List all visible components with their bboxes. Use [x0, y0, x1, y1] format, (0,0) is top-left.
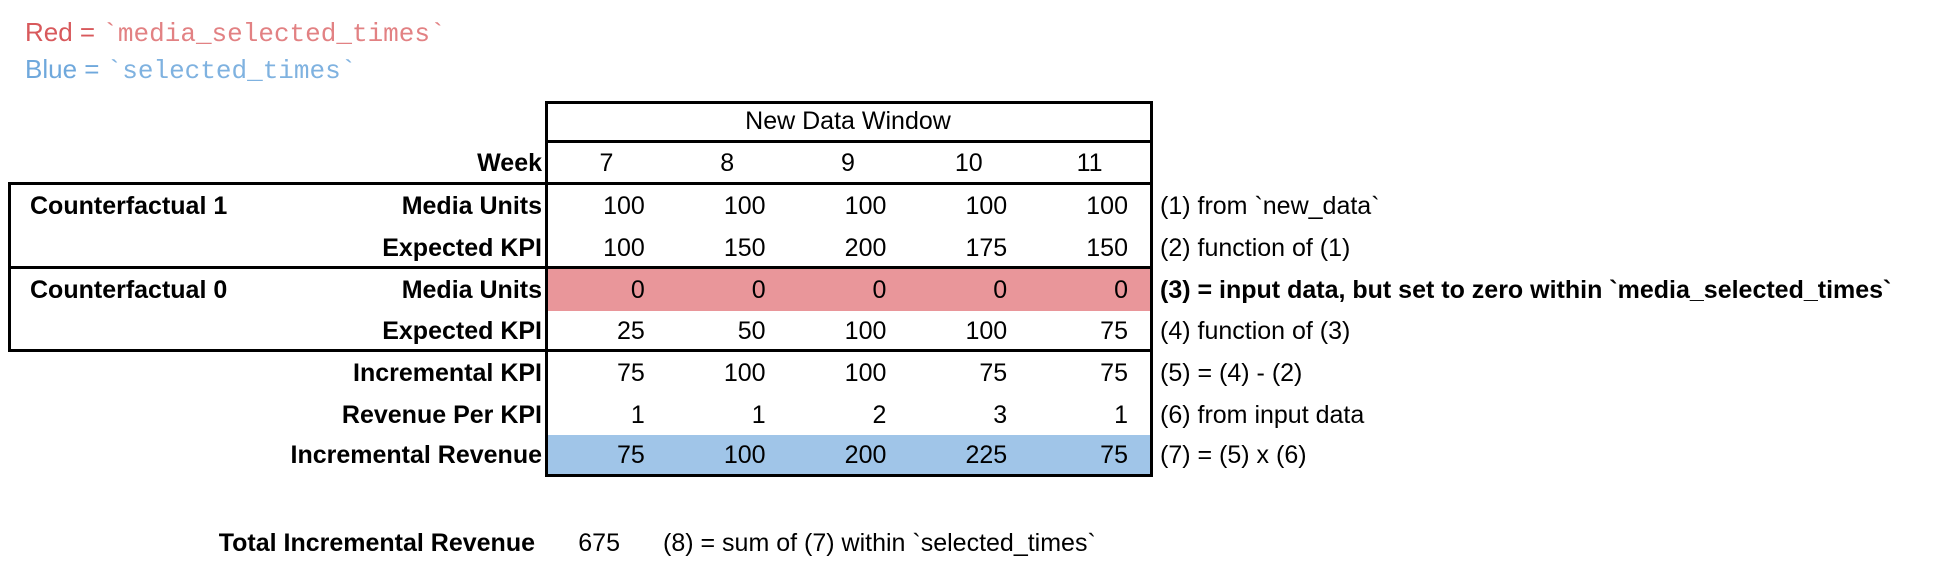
- total-label: Total Incremental Revenue: [218, 529, 535, 557]
- row-annotation: (6) from input data: [1160, 401, 1365, 429]
- table-border-line: [545, 140, 1153, 143]
- value-cell: 3: [993, 401, 1008, 429]
- row-values: 100 150 200 175 150: [546, 227, 1150, 269]
- table-border-line: [1150, 101, 1153, 477]
- table-row-media-units-cf1: Counterfactual 1 Media Units 100 100 100…: [0, 185, 1960, 227]
- value-cell: 100: [603, 192, 645, 220]
- row-label: Media Units: [401, 192, 542, 220]
- table-border-line: [8, 266, 1153, 269]
- total-annotation: (8) = sum of (7) within `selected_times`: [663, 529, 1096, 557]
- legend-blue: Blue = `selected_times`: [25, 54, 356, 86]
- value-cell: 0: [872, 276, 887, 304]
- row-label: Revenue Per KPI: [341, 401, 542, 429]
- value-cell: 100: [844, 317, 887, 345]
- table-border-line: [545, 101, 548, 477]
- table-row-expected-kpi-cf1: Expected KPI 100 150 200 175 150 (2) fun…: [0, 227, 1960, 269]
- week-column-header: 10: [954, 149, 983, 177]
- week-header-row: Week 7 8 9 10 11: [0, 143, 1960, 183]
- week-column-header: 11: [1076, 149, 1103, 177]
- value-cell: 100: [723, 441, 766, 469]
- group-label-counterfactual-0: Counterfactual 0: [30, 276, 228, 304]
- value-cell: 75: [616, 441, 645, 469]
- value-cell: 0: [751, 276, 766, 304]
- value-cell: 75: [1100, 441, 1128, 469]
- table-border-line: [545, 101, 1153, 104]
- table-row-expected-kpi-cf0: Expected KPI 25 50 100 100 75 (4) functi…: [0, 310, 1960, 352]
- week-column-header: 7: [599, 149, 614, 177]
- table-border-line: [8, 182, 1153, 185]
- week-columns: 7 8 9 10 11: [546, 143, 1150, 183]
- value-cell: 100: [965, 192, 1008, 220]
- table-row-revenue-per-kpi: Revenue Per KPI 1 1 2 3 1 (6) from input…: [0, 394, 1960, 436]
- row-label: Expected KPI: [382, 234, 542, 262]
- row-values: 75 100 100 75 75: [546, 352, 1150, 394]
- row-label: Expected KPI: [382, 317, 542, 345]
- row-annotation: (1) from `new_data`: [1160, 192, 1380, 220]
- value-cell: 50: [737, 317, 766, 345]
- legend-blue-code: `selected_times`: [106, 56, 357, 86]
- value-cell: 75: [616, 359, 645, 387]
- row-values-blue-highlight: 75 100 200 225 75: [546, 435, 1150, 476]
- total-value: 675: [578, 529, 620, 557]
- value-cell: 0: [1114, 276, 1128, 304]
- row-annotation: (4) function of (3): [1160, 317, 1351, 345]
- week-column-header: 8: [720, 149, 735, 177]
- value-cell: 150: [723, 234, 766, 262]
- value-cell: 100: [723, 192, 766, 220]
- value-cell: 0: [993, 276, 1008, 304]
- value-cell: 1: [751, 401, 766, 429]
- value-cell: 25: [616, 317, 645, 345]
- legend-red: Red = `media_selected_times`: [25, 17, 446, 49]
- value-cell: 200: [844, 441, 887, 469]
- value-cell: 150: [1086, 234, 1128, 262]
- row-values: 100 100 100 100 100: [546, 185, 1150, 227]
- value-cell: 75: [979, 359, 1008, 387]
- total-row: Total Incremental Revenue 675 (8) = sum …: [0, 522, 1960, 564]
- table-row-incremental-kpi: Incremental KPI 75 100 100 75 75 (5) = (…: [0, 352, 1960, 394]
- value-cell: 200: [844, 234, 887, 262]
- value-cell: 100: [844, 359, 887, 387]
- legend-red-label: Red =: [25, 17, 103, 47]
- value-cell: 100: [844, 192, 887, 220]
- value-cell: 0: [630, 276, 645, 304]
- table-row-media-units-cf0-highlighted-red: Counterfactual 0 Media Units 0 0 0 0 0 (…: [0, 269, 1960, 311]
- value-cell: 75: [1100, 359, 1128, 387]
- row-values: 1 1 2 3 1: [546, 394, 1150, 436]
- row-label: Media Units: [401, 276, 542, 304]
- value-cell: 1: [1114, 401, 1128, 429]
- row-annotation: (2) function of (1): [1160, 234, 1351, 262]
- table-border-line: [8, 182, 11, 352]
- row-values-red-highlight: 0 0 0 0 0: [546, 269, 1150, 311]
- row-label: Incremental Revenue: [290, 441, 543, 469]
- table-border-line: [8, 349, 1153, 352]
- legend-blue-label: Blue =: [25, 54, 107, 84]
- value-cell: 1: [630, 401, 645, 429]
- row-label: Incremental KPI: [353, 359, 542, 387]
- week-label: Week: [477, 149, 542, 177]
- value-cell: 100: [723, 359, 766, 387]
- value-cell: 100: [965, 317, 1008, 345]
- value-cell: 225: [965, 441, 1008, 469]
- value-cell: 100: [603, 234, 645, 262]
- row-annotation: (3) = input data, but set to zero within…: [1160, 276, 1892, 304]
- legend-red-code: `media_selected_times`: [102, 19, 446, 49]
- value-cell: 175: [965, 234, 1008, 262]
- week-column-header: 9: [841, 149, 855, 177]
- row-values: 25 50 100 100 75: [546, 310, 1150, 352]
- row-annotation: (7) = (5) x (6): [1160, 441, 1307, 469]
- group-label-counterfactual-1: Counterfactual 1: [30, 192, 228, 220]
- table-header-title: New Data Window: [745, 107, 951, 135]
- value-cell: 2: [872, 401, 887, 429]
- row-annotation: (5) = (4) - (2): [1160, 359, 1303, 387]
- value-cell: 75: [1100, 317, 1128, 345]
- table-row-incremental-revenue-highlighted-blue: Incremental Revenue 75 100 200 225 75 (7…: [0, 435, 1960, 476]
- value-cell: 100: [1086, 192, 1128, 220]
- table-border-line: [545, 474, 1153, 477]
